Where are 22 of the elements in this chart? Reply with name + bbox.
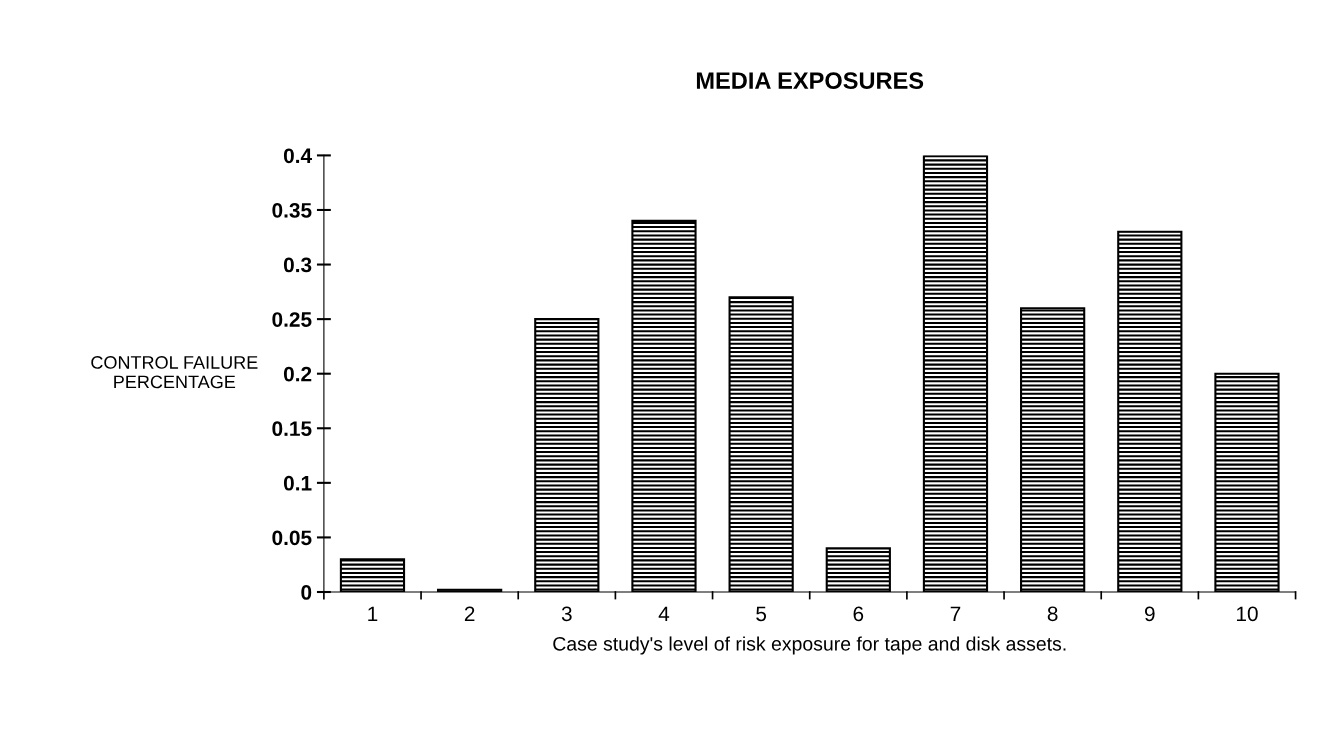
x-tick-label: 1: [368, 606, 378, 621]
x-tick-label: 6: [853, 606, 864, 622]
y-axis-title: CONTROL FAILURE PERCENTAGE: [91, 356, 258, 389]
y-tick-label: 0.25: [272, 312, 312, 327]
y-tick-label: 0.15: [272, 421, 312, 437]
y-tick-label: 0.35: [272, 202, 312, 218]
y-tick-label: 0.4: [283, 148, 312, 164]
x-tick-label: 3: [561, 606, 572, 622]
x-tick-label: 4: [658, 606, 670, 621]
x-tick-label: 5: [756, 606, 767, 622]
x-tick-label: 9: [1144, 606, 1155, 622]
x-tick-label: 8: [1047, 606, 1058, 622]
chart-title: MEDIA EXPOSURES: [696, 72, 924, 89]
y-tick-label: 0.1: [283, 475, 312, 491]
y-tick-label: 0.2: [283, 366, 312, 382]
x-tick-label: 2: [464, 606, 475, 621]
x-tick-label: 7: [950, 606, 961, 621]
y-tick-label: 0.3: [283, 257, 312, 273]
x-tick-label: 10: [1236, 606, 1258, 622]
x-axis-title: Case study's level of risk exposure for tape and disk assets.: [553, 636, 1066, 655]
y-tick-label: 0.05: [272, 530, 312, 546]
y-tick-label: 0: [301, 585, 312, 600]
